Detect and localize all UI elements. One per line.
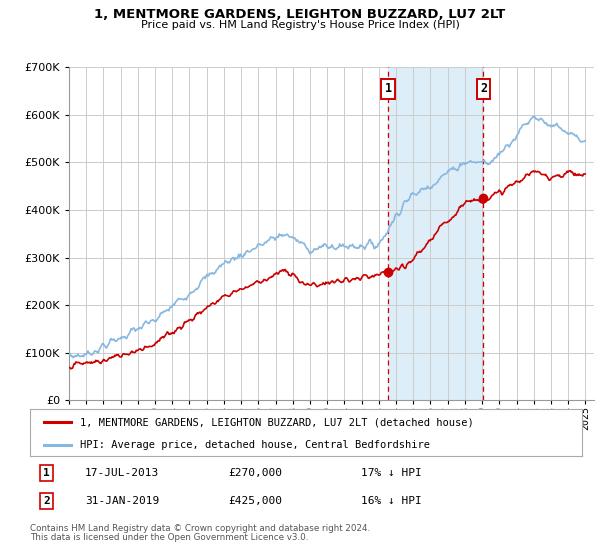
Text: 1: 1	[43, 468, 50, 478]
Text: 2: 2	[480, 82, 487, 95]
Bar	[388, 67, 484, 400]
Text: Contains HM Land Registry data © Crown copyright and database right 2024.: Contains HM Land Registry data © Crown c…	[30, 524, 370, 533]
Text: 31-JAN-2019: 31-JAN-2019	[85, 496, 160, 506]
Text: 2: 2	[43, 496, 50, 506]
Text: 1, MENTMORE GARDENS, LEIGHTON BUZZARD, LU7 2LT (detached house): 1, MENTMORE GARDENS, LEIGHTON BUZZARD, L…	[80, 417, 473, 427]
Text: £425,000: £425,000	[229, 496, 283, 506]
Text: 16% ↓ HPI: 16% ↓ HPI	[361, 496, 422, 506]
Text: 17% ↓ HPI: 17% ↓ HPI	[361, 468, 422, 478]
Text: 17-JUL-2013: 17-JUL-2013	[85, 468, 160, 478]
Text: £270,000: £270,000	[229, 468, 283, 478]
Text: 1, MENTMORE GARDENS, LEIGHTON BUZZARD, LU7 2LT: 1, MENTMORE GARDENS, LEIGHTON BUZZARD, L…	[94, 8, 506, 21]
Text: 1: 1	[385, 82, 392, 95]
Text: Price paid vs. HM Land Registry's House Price Index (HPI): Price paid vs. HM Land Registry's House …	[140, 20, 460, 30]
Text: HPI: Average price, detached house, Central Bedfordshire: HPI: Average price, detached house, Cent…	[80, 440, 430, 450]
Text: This data is licensed under the Open Government Licence v3.0.: This data is licensed under the Open Gov…	[30, 533, 308, 542]
